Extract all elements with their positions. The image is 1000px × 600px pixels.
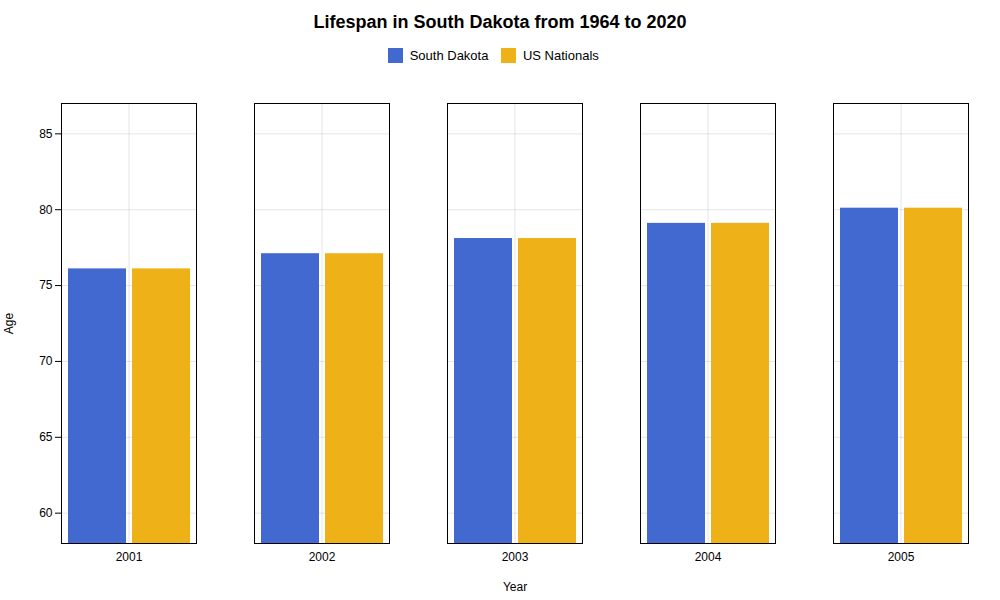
svg-text:85: 85 bbox=[39, 126, 53, 140]
html-text:US Nationals: US Nationals bbox=[523, 48, 599, 63]
svg-text:2002: 2002 bbox=[309, 550, 336, 564]
svg-text:65: 65 bbox=[39, 430, 53, 444]
svg-text:2001: 2001 bbox=[116, 550, 143, 564]
html-text:South Dakota: South Dakota bbox=[409, 48, 489, 63]
svg-text:Year: Year bbox=[503, 579, 527, 593]
svg-text:70: 70 bbox=[39, 354, 53, 368]
html-text:Lifespan in South Dakota from: Lifespan in South Dakota from 1964 to 20… bbox=[313, 12, 687, 32]
svg-text:2004: 2004 bbox=[695, 550, 722, 564]
svg-text:Age: Age bbox=[2, 312, 16, 334]
svg-text:80: 80 bbox=[39, 202, 53, 216]
svg-text:2003: 2003 bbox=[502, 550, 529, 564]
svg-text:2005: 2005 bbox=[888, 550, 915, 564]
svg-text:60: 60 bbox=[39, 505, 53, 519]
svg-text:75: 75 bbox=[39, 278, 53, 292]
